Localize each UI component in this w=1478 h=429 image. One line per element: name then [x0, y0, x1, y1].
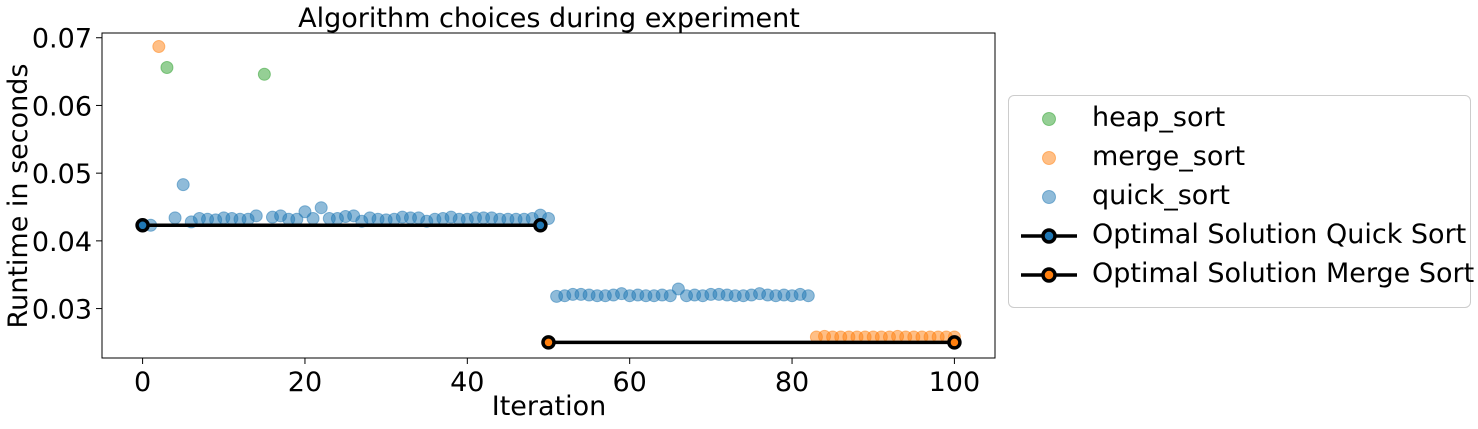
legend-label-heap-sort: heap_sort	[1092, 102, 1226, 133]
data-point-quick-sort	[801, 289, 815, 303]
y-axis-label: Runtime in seconds	[3, 64, 34, 329]
data-point-merge-sort	[152, 40, 166, 54]
optimal-quick-sort-marker	[533, 218, 548, 233]
legend-marker-merge-sort	[1042, 151, 1056, 165]
plot-frame	[101, 32, 996, 359]
data-point-quick-sort	[249, 209, 263, 223]
legend-marker-quick-sort	[1042, 190, 1056, 204]
optimal-quick-sort-marker	[135, 218, 150, 233]
legend-line-optimal-merge-sort	[1021, 267, 1077, 283]
data-point-quick-sort	[306, 212, 320, 226]
series-quick-sort	[144, 178, 815, 303]
legend-item-optimal-quick-sort: Optimal Solution Quick Sort	[1009, 216, 1470, 255]
optimal-merge-sort-marker	[541, 335, 556, 350]
data-point-quick-sort	[176, 178, 190, 192]
x-axis-label: Iteration	[492, 391, 607, 422]
legend-item-quick-sort: quick_sort	[1009, 177, 1470, 216]
data-point-heap-sort	[257, 67, 271, 81]
series-optimal-quick-sort	[135, 218, 548, 233]
axis-ticks: 0 20 40 60 80 100 0.03 0.04 0.05 0.06 0.07	[32, 24, 980, 398]
data-point-quick-sort	[314, 201, 328, 215]
y-tick-label: 0.03	[32, 295, 92, 326]
data-point-heap-sort	[160, 61, 174, 75]
optimal-merge-sort-marker	[947, 335, 962, 350]
legend-item-merge-sort: merge_sort	[1009, 138, 1470, 177]
chart-title: Algorithm choices during experiment	[298, 3, 800, 34]
legend-item-optimal-merge-sort: Optimal Solution Merge Sort	[1009, 255, 1474, 294]
series-optimal-merge-sort	[541, 335, 962, 350]
x-tick-label: 40	[450, 367, 484, 398]
x-tick-label: 60	[613, 367, 647, 398]
legend-label-quick-sort: quick_sort	[1092, 180, 1231, 211]
legend-line-optimal-quick-sort	[1021, 228, 1077, 244]
y-tick-label: 0.04	[32, 227, 92, 258]
legend-marker-heap-sort	[1042, 112, 1056, 126]
y-tick-label: 0.07	[32, 24, 92, 55]
data-point-quick-sort	[168, 211, 182, 225]
legend-label-merge-sort: merge_sort	[1092, 141, 1246, 172]
legend-label-optimal-merge-sort: Optimal Solution Merge Sort	[1092, 258, 1475, 289]
series-heap-sort	[160, 61, 271, 81]
legend-item-heap-sort: heap_sort	[1009, 99, 1470, 138]
x-tick-label: 100	[929, 367, 981, 398]
y-tick-label: 0.06	[32, 91, 92, 122]
x-tick-label: 80	[775, 367, 809, 398]
x-tick-label: 0	[134, 367, 151, 398]
legend-label-optimal-quick-sort: Optimal Solution Quick Sort	[1092, 219, 1467, 250]
plot-area	[135, 40, 962, 350]
legend: heap_sort merge_sort quick_sort Optimal …	[1008, 95, 1474, 308]
y-tick-label: 0.05	[32, 159, 92, 190]
x-tick-label: 20	[288, 367, 322, 398]
